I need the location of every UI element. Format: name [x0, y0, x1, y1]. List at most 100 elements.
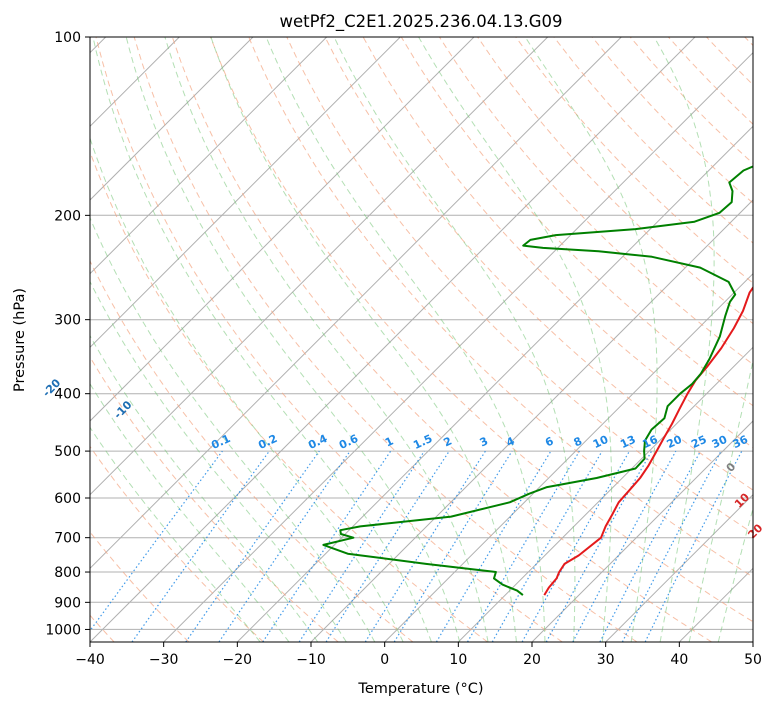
dry-adiabat	[706, 37, 753, 86]
y-tick-label: 800	[54, 565, 81, 581]
moist-adiabat	[210, 37, 517, 642]
isotherm-gridline	[163, 51, 753, 642]
mixing-ratio-line	[185, 450, 320, 642]
mixing-ratio-label: 3	[478, 434, 490, 449]
mixing-ratio-line	[572, 450, 677, 642]
x-axis: −40 −30 −20 −10 0 10 20 30 40 50	[75, 642, 762, 668]
isotherm-gridline	[90, 37, 328, 275]
x-tick-label: 40	[670, 652, 688, 668]
moist-adiabat	[418, 37, 613, 642]
y-tick-label: 900	[54, 595, 81, 611]
isotherm-gridline	[90, 37, 696, 642]
mixing-ratio-line	[364, 450, 486, 642]
mixing-ratio-label: 36	[731, 433, 751, 451]
isotherm-gridline	[310, 199, 753, 642]
dry-adiabat	[95, 37, 563, 642]
x-tick-label: −10	[296, 652, 326, 668]
dry-adiabat	[477, 37, 753, 325]
moist-adiabat-label: 30	[774, 545, 775, 565]
dry-adiabat	[90, 445, 264, 642]
x-tick-label: 50	[744, 652, 762, 668]
mixing-ratio-label: 10	[591, 433, 611, 451]
y-tick-label: 100	[54, 30, 81, 46]
plot-area: 0.10.20.40.611.52346810131620253036-100-…	[40, 36, 775, 643]
moist-adiabat	[90, 382, 290, 642]
moist-adiabat	[90, 136, 404, 642]
sounding-series-0	[543, 285, 753, 596]
dry-adiabat	[248, 37, 753, 578]
x-axis-title: Temperature (°C)	[357, 681, 483, 697]
dry-adiabat	[324, 37, 753, 491]
isotherm-gridline	[90, 37, 401, 349]
dry-adiabat	[286, 37, 753, 534]
x-tick-label: −30	[149, 652, 179, 668]
line-labels: 0.10.20.40.611.52346810131620253036-100-…	[40, 376, 775, 565]
isotherm-gridline	[90, 37, 475, 422]
y-tick-label: 600	[54, 491, 81, 507]
mixing-ratio-label: 20	[665, 433, 685, 451]
dry-adiabat	[90, 531, 190, 642]
isotherm-gridline	[90, 37, 549, 496]
dry-adiabat	[591, 37, 753, 204]
dry-adiabat	[210, 37, 753, 623]
mixing-ratio-label: 1	[383, 434, 395, 449]
y-axis-title: Pressure (hPa)	[12, 288, 28, 392]
series-lines	[322, 165, 753, 596]
x-tick-label: 30	[597, 652, 615, 668]
isotherm-gridline	[384, 272, 753, 642]
moist-adiabat	[90, 426, 261, 642]
isotherm-gridline	[236, 125, 753, 642]
x-tick-label: 0	[380, 652, 389, 668]
mixing-ratio-line	[298, 450, 425, 642]
moist-adiabat	[92, 37, 432, 642]
mixing-ratio-line	[644, 450, 743, 642]
y-tick-label: 1000	[45, 622, 81, 638]
mixing-ratio-label: 0.1	[209, 432, 232, 452]
moist-adiabat	[688, 358, 753, 642]
dry-adiabat	[90, 150, 488, 642]
mixing-ratio-line	[218, 450, 351, 642]
dry-adiabat	[90, 356, 339, 642]
x-tick-label: 10	[449, 652, 467, 668]
moist-adiabat	[90, 280, 347, 642]
dry-adiabat	[668, 37, 753, 125]
moist-adiabat	[90, 216, 376, 642]
isotherm-gridline	[90, 37, 254, 201]
mixing-ratio-line	[545, 450, 653, 642]
plot-frame	[89, 36, 754, 643]
y-axis: 100 200 300 400 500 600 700 800 900 1000	[45, 30, 90, 638]
isotherm-gridline	[752, 641, 753, 642]
mixing-ratio-label: 30	[710, 433, 730, 451]
mixing-ratio-label: 16	[640, 433, 660, 451]
mixing-ratio-line	[435, 450, 552, 642]
dry-adiabat	[90, 259, 414, 642]
chart-title: wetPf2_C2E1.2025.236.04.13.G09	[279, 12, 562, 32]
isotherm-gridline	[90, 37, 622, 570]
moist-adiabat	[333, 37, 576, 642]
moist-adiabat	[717, 506, 753, 642]
mixing-ratio-line	[90, 450, 223, 632]
isotherm-gridline	[531, 420, 753, 642]
moist-adiabat	[265, 37, 546, 642]
moist-adiabat	[653, 37, 715, 642]
mixing-ratio-label: 8	[572, 434, 584, 449]
mixing-ratio-line	[325, 450, 450, 642]
y-tick-label: 700	[54, 531, 81, 547]
y-tick-label: 300	[54, 313, 81, 329]
x-tick-label: −20	[223, 652, 253, 668]
mixing-ratio-line	[599, 450, 702, 642]
dry-adiabat	[133, 37, 638, 642]
dry-adiabat	[744, 37, 753, 47]
background-lines	[90, 37, 753, 642]
moist-adiabat	[524, 37, 658, 642]
mixing-ratio-label: 25	[689, 433, 708, 451]
mixing-ratio-line	[262, 450, 392, 642]
dry-adiabat	[171, 37, 712, 642]
moist-adiabat-label: 0	[724, 460, 739, 475]
y-tick-label: 500	[54, 444, 81, 460]
mixing-ratio-label: 0.4	[306, 432, 329, 452]
dry-adiabat-label: -10	[111, 398, 134, 421]
moist-adiabat	[164, 37, 489, 642]
mixing-ratio-line	[131, 450, 270, 642]
